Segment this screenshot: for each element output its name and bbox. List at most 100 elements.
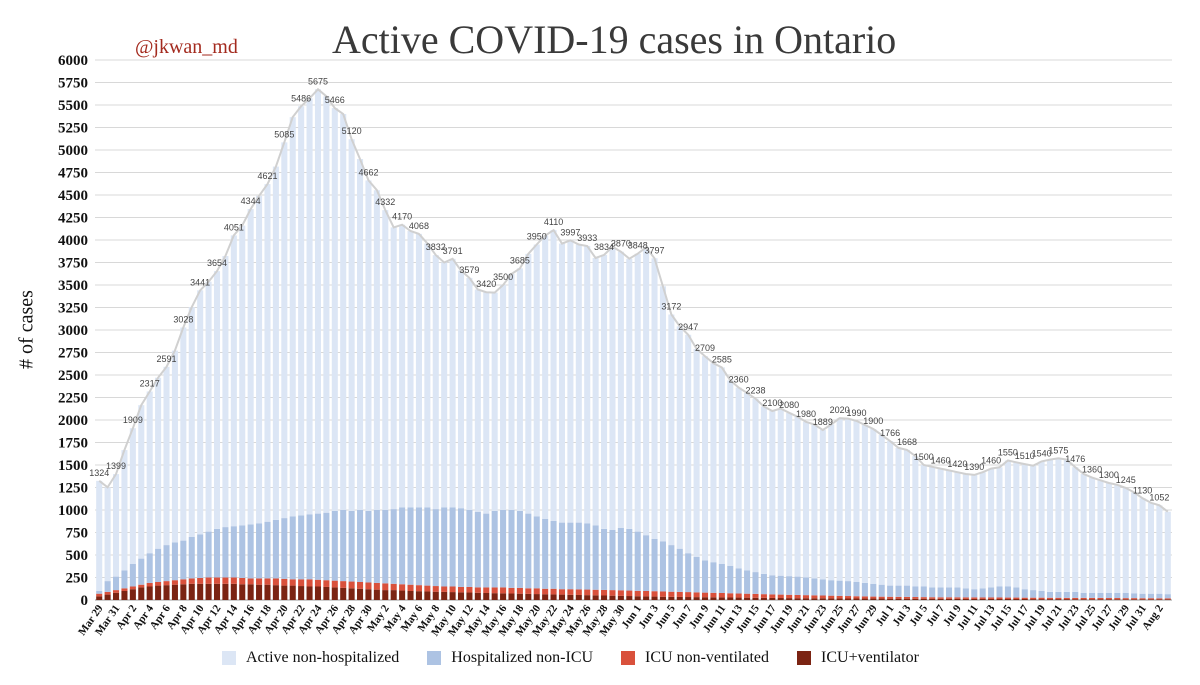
bar-icu-ventilator: [878, 598, 885, 600]
bar-hospitalized-non-icu: [314, 513, 322, 580]
bar-icu-ventilator: [373, 589, 380, 600]
bar-active-non-hospitalized: [205, 281, 212, 532]
bar-active-non-hospitalized: [415, 233, 422, 508]
bar-active-non-hospitalized: [693, 348, 700, 557]
bar-active-non-hospitalized: [584, 246, 591, 524]
data-label: 4051: [224, 222, 244, 232]
bar-icu-non-ventilated: [609, 590, 616, 596]
bar-active-non-hospitalized: [365, 180, 372, 511]
bar-icu-ventilator: [651, 596, 658, 600]
bar-hospitalized-non-icu: [533, 516, 540, 589]
bar-hospitalized-non-icu: [643, 535, 650, 591]
bar-hospitalized-non-icu: [962, 588, 969, 598]
y-tick-label: 500: [66, 548, 89, 564]
bar-icu-non-ventilated: [601, 589, 608, 596]
bar-icu-non-ventilated: [693, 592, 700, 598]
bar-icu-ventilator: [668, 596, 675, 600]
bar-icu-ventilator: [937, 598, 944, 600]
y-tick-label: 3000: [58, 323, 88, 339]
bar-hospitalized-non-icu: [508, 510, 515, 588]
data-label: 2238: [745, 386, 765, 396]
data-label: 3654: [207, 258, 227, 268]
bar-active-non-hospitalized: [340, 114, 347, 510]
bar-icu-ventilator: [121, 591, 128, 600]
bar-icu-ventilator: [1122, 599, 1129, 600]
legend-label-active: Active non-hospitalized: [246, 649, 400, 666]
data-label: 1889: [813, 417, 833, 427]
bar-icu-non-ventilated: [1139, 598, 1146, 600]
bar-icu-non-ventilated: [954, 597, 961, 599]
bar-icu-non-ventilated: [811, 595, 818, 599]
bar-icu-ventilator: [155, 585, 162, 600]
bar-icu-ventilator: [895, 598, 902, 600]
bar-icu-ventilator: [357, 588, 364, 600]
bar-active-non-hospitalized: [113, 474, 120, 577]
data-label: 1500: [914, 452, 934, 462]
bar-hospitalized-non-icu: [601, 528, 608, 590]
bar-active-non-hospitalized: [348, 139, 355, 511]
bar-icu-non-ventilated: [466, 586, 473, 593]
bar-hospitalized-non-icu: [895, 585, 902, 597]
bar-icu-non-ventilated: [382, 583, 389, 591]
bar-icu-ventilator: [474, 592, 481, 600]
data-label: 1460: [931, 456, 951, 466]
bar-icu-ventilator: [1114, 599, 1121, 600]
bar-active-non-hospitalized: [213, 271, 221, 529]
bar-icu-ventilator: [1156, 599, 1163, 600]
bar-icu-non-ventilated: [988, 597, 995, 599]
data-label: 1550: [998, 448, 1018, 458]
bar-active-non-hospitalized: [601, 254, 608, 529]
bar-icu-non-ventilated: [323, 580, 330, 587]
bar-active-non-hospitalized: [945, 470, 953, 588]
bar-icu-ventilator: [365, 589, 372, 600]
bar-icu-non-ventilated: [138, 584, 145, 588]
data-label: 1390: [964, 462, 984, 472]
bar-active-non-hospitalized: [1097, 480, 1104, 593]
data-label: 2947: [678, 322, 698, 332]
bar-icu-ventilator: [138, 587, 145, 600]
bar-active-non-hospitalized: [138, 405, 145, 559]
bar-hospitalized-non-icu: [693, 556, 700, 593]
data-label: 1668: [897, 437, 917, 447]
bar-active-non-hospitalized: [996, 467, 1003, 587]
bar-active-non-hospitalized: [777, 408, 784, 576]
bar-icu-ventilator: [584, 595, 591, 600]
bar-icu-ventilator: [659, 596, 666, 600]
bar-active-non-hospitalized: [1013, 462, 1020, 588]
bar-hospitalized-non-icu: [1072, 591, 1079, 598]
bar-icu-ventilator: [180, 584, 187, 600]
bar-icu-non-ventilated: [996, 597, 1003, 600]
legend-swatch-hospitalized: [427, 651, 442, 665]
bar-hospitalized-non-icu: [853, 582, 860, 597]
bar-hospitalized-non-icu: [651, 538, 658, 592]
bar-icu-non-ventilated: [113, 590, 120, 593]
bar-icu-non-ventilated: [180, 579, 187, 585]
bar-active-non-hospitalized: [1089, 477, 1096, 593]
bar-icu-ventilator: [390, 590, 397, 600]
bar-hospitalized-non-icu: [592, 525, 599, 590]
bar-icu-non-ventilated: [457, 586, 465, 593]
bar-icu-non-ventilated: [264, 578, 271, 585]
y-tick-label: 1250: [58, 481, 88, 497]
bar-active-non-hospitalized: [1055, 458, 1062, 592]
bar-hospitalized-non-icu: [1030, 590, 1037, 598]
data-label: 5486: [291, 93, 311, 103]
data-label: 3797: [645, 245, 665, 255]
bar-hospitalized-non-icu: [542, 519, 549, 589]
bar-hospitalized-non-icu: [399, 507, 406, 585]
bar-hospitalized-non-icu: [760, 573, 767, 595]
bar-hospitalized-non-icu: [500, 510, 507, 588]
bar-hospitalized-non-icu: [769, 575, 776, 595]
bar-hospitalized-non-icu: [1156, 593, 1163, 599]
y-tick-label: 5750: [58, 76, 88, 92]
bar-icu-non-ventilated: [786, 594, 793, 599]
bar-hospitalized-non-icu: [979, 588, 986, 598]
bar-icu-non-ventilated: [962, 597, 969, 599]
bar-hospitalized-non-icu: [390, 509, 397, 584]
bar-active-non-hospitalized: [937, 468, 944, 588]
bar-active-non-hospitalized: [1139, 498, 1146, 594]
bar-hospitalized-non-icu: [912, 586, 919, 598]
bar-icu-non-ventilated: [281, 578, 288, 586]
y-tick-label: 1500: [58, 458, 88, 474]
